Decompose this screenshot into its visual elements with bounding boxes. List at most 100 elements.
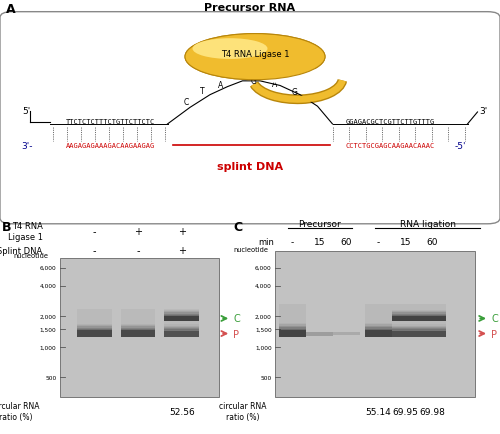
Bar (419, 325, 446, 331)
Bar (419, 314, 446, 316)
Bar (392, 314, 419, 316)
Text: min: min (258, 237, 274, 247)
Bar (392, 316, 419, 322)
Bar (365, 325, 392, 330)
Bar (333, 332, 360, 335)
Text: -: - (377, 237, 380, 247)
Text: B: B (2, 220, 12, 233)
Bar (164, 313, 199, 316)
Text: -: - (291, 237, 294, 247)
Text: 6,000: 6,000 (40, 266, 56, 270)
Bar (276, 252, 475, 397)
Text: -: - (92, 226, 96, 236)
Bar (121, 309, 155, 331)
Text: P: P (234, 329, 239, 339)
Text: Splint DNA: Splint DNA (0, 246, 42, 255)
Bar (419, 327, 446, 331)
Bar (392, 326, 419, 331)
Bar (365, 323, 392, 330)
Text: TTCTCTCTTTCTGTTCTTCTC: TTCTCTCTTTCTGTTCTTCTC (66, 119, 154, 125)
Text: nucleotide: nucleotide (14, 252, 48, 258)
Text: 1,000: 1,000 (255, 345, 272, 349)
Bar (77, 326, 112, 331)
Bar (392, 312, 419, 316)
Text: +: + (178, 246, 186, 256)
Text: 1,500: 1,500 (40, 327, 56, 332)
Text: 69.98: 69.98 (420, 407, 446, 416)
Ellipse shape (192, 39, 268, 60)
Text: +: + (134, 226, 142, 236)
Bar (392, 328, 419, 331)
Text: 500: 500 (45, 375, 56, 380)
Bar (392, 331, 419, 337)
Bar (279, 328, 306, 330)
Bar (121, 329, 155, 331)
Ellipse shape (185, 34, 325, 81)
Bar (121, 331, 155, 337)
Text: 1,500: 1,500 (255, 327, 272, 332)
Text: 52.56: 52.56 (169, 407, 194, 416)
Bar (419, 326, 446, 331)
Text: GGAGACGCTCGTTCTTGTTTG: GGAGACGCTCGTTCTTGTTTG (346, 119, 434, 125)
Text: 55.14: 55.14 (366, 407, 392, 416)
FancyBboxPatch shape (0, 13, 500, 224)
Text: 60: 60 (341, 237, 352, 247)
Text: 15: 15 (314, 237, 326, 247)
Bar (121, 327, 155, 331)
Bar (164, 331, 199, 337)
Bar (365, 328, 392, 330)
Bar (121, 326, 155, 331)
Text: C: C (184, 98, 188, 107)
Text: A: A (272, 79, 278, 89)
Text: -5': -5' (455, 141, 466, 151)
Bar (392, 329, 419, 331)
Bar (392, 305, 419, 331)
Bar (279, 305, 306, 331)
Text: Precursor: Precursor (298, 219, 341, 228)
Bar (365, 329, 392, 330)
Bar (77, 324, 112, 331)
Bar (365, 305, 392, 331)
Text: 500: 500 (260, 375, 272, 380)
Bar (77, 329, 112, 331)
Bar (419, 305, 446, 331)
Bar (164, 314, 199, 316)
Text: -: - (92, 246, 96, 256)
Text: 4,000: 4,000 (40, 283, 56, 288)
Text: C: C (492, 314, 498, 324)
Bar (392, 325, 419, 331)
Bar (164, 309, 199, 331)
Text: CCTCTGCGAGCAAGAACAAAC: CCTCTGCGAGCAAGAACAAAC (346, 143, 434, 149)
Ellipse shape (250, 54, 315, 84)
Text: P: P (492, 329, 498, 339)
Bar (419, 311, 446, 316)
Text: T4 RNA: T4 RNA (12, 221, 42, 230)
Bar (77, 309, 112, 331)
Bar (419, 312, 446, 316)
Bar (306, 332, 333, 336)
Bar (392, 327, 419, 331)
Bar (419, 313, 446, 316)
Text: RNA ligation: RNA ligation (400, 219, 456, 228)
Text: A: A (218, 81, 224, 89)
Text: 2,000: 2,000 (255, 314, 272, 319)
Ellipse shape (185, 34, 325, 81)
Bar (279, 323, 306, 330)
Text: 2,000: 2,000 (40, 314, 56, 319)
Text: C: C (234, 220, 243, 233)
Text: AAGAGAGAAAGACAAGAAGAG: AAGAGAGAAAGACAAGAAGAG (66, 143, 154, 149)
Bar (419, 331, 446, 337)
Text: T4 RNA Ligase 1: T4 RNA Ligase 1 (220, 49, 289, 59)
Bar (164, 312, 199, 316)
Bar (121, 328, 155, 331)
Text: C: C (234, 314, 240, 324)
Text: 1,000: 1,000 (40, 345, 56, 349)
Bar (419, 328, 446, 331)
Bar (60, 258, 218, 397)
Text: circular RNA
ratio (%): circular RNA ratio (%) (0, 401, 40, 421)
Text: -: - (136, 246, 140, 256)
Bar (77, 328, 112, 331)
Bar (77, 331, 112, 337)
Bar (419, 315, 446, 316)
Bar (365, 326, 392, 330)
